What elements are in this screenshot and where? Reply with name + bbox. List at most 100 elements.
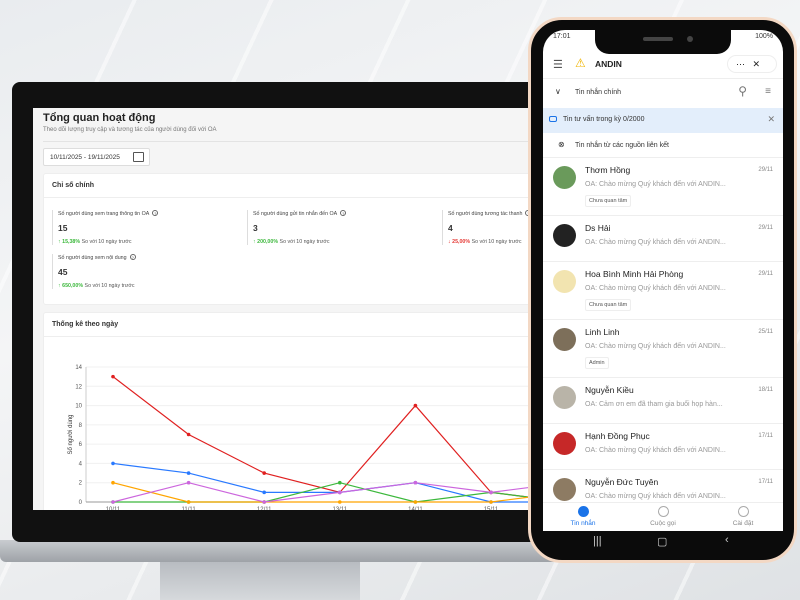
- tab-1[interactable]: Cuộc gọi: [623, 506, 703, 527]
- conversation-item[interactable]: Thơm Hồng 29/11 OA: Chào mừng Quý khách …: [543, 158, 783, 216]
- y-tick-label: 14: [75, 365, 82, 371]
- tab-0[interactable]: Tin nhắn: [543, 506, 623, 527]
- link-icon: ⊗: [558, 140, 565, 149]
- divider: [43, 141, 552, 142]
- contact-name: Nguyễn Kiều: [585, 385, 634, 395]
- data-point: [413, 403, 418, 408]
- chat-bubble-icon: [577, 506, 589, 517]
- metric-card: Số người dùng xem trang thông tin OA? 15…: [52, 210, 242, 245]
- metric-value: 45: [58, 267, 68, 277]
- app-name: ANDIN: [595, 59, 622, 69]
- menu-icon[interactable]: ☰: [553, 59, 563, 71]
- dashboard-screen: Tổng quan hoạt động Theo dõi lượng truy …: [33, 108, 552, 510]
- data-point: [186, 480, 191, 485]
- filter-icon[interactable]: ≡: [765, 86, 771, 97]
- metric-value: 15: [58, 223, 68, 233]
- contact-name: Hoa Bình Minh Hải Phòng: [585, 269, 684, 279]
- home-button[interactable]: ▢: [657, 536, 668, 548]
- message-time: 25/11: [758, 329, 773, 335]
- data-point: [413, 480, 418, 485]
- y-tick-label: 6: [79, 442, 83, 448]
- data-point: [489, 490, 493, 495]
- data-point: [111, 374, 115, 379]
- x-tick-label: 12/11: [257, 507, 272, 510]
- arrow-up-icon: ↑: [253, 239, 258, 245]
- arrow-up-icon: ↑: [58, 239, 63, 245]
- y-tick-label: 0: [79, 500, 83, 506]
- metric-card: Số người dùng xem nội dung? 45 ↑ 650,00%…: [52, 254, 242, 289]
- conversation-item[interactable]: Linh Linh 25/11 OA: Chào mừng Quý khách …: [543, 320, 783, 378]
- date-range-picker[interactable]: 10/11/2025 - 19/11/2025: [43, 148, 150, 166]
- recent-apps-button[interactable]: |||: [593, 535, 602, 547]
- data-point: [111, 461, 115, 466]
- contact-name: Ds Hải: [585, 223, 611, 233]
- logo-icon: ⚠: [575, 56, 586, 70]
- back-button[interactable]: ‹: [725, 534, 729, 546]
- chat-icon: [549, 116, 557, 122]
- conversation-item[interactable]: Hạnh Đồng Phục 17/11 OA: Chào mừng Quý k…: [543, 424, 783, 470]
- x-tick-label: 14/11: [408, 507, 423, 510]
- help-icon[interactable]: ?: [340, 210, 347, 216]
- daily-stats-title: Thống kê theo ngày: [44, 313, 551, 337]
- metric-value: 4: [448, 223, 453, 233]
- help-icon[interactable]: ?: [152, 210, 159, 216]
- folder-selector[interactable]: ∨ Tin nhắn chính ⚲ ≡: [543, 80, 783, 108]
- search-icon[interactable]: ⚲: [738, 84, 747, 98]
- conversation-item[interactable]: Ds Hải 29/11 OA: Chào mừng Quý khách đến…: [543, 216, 783, 262]
- data-point: [111, 500, 115, 504]
- x-tick-label: 10/11: [106, 507, 121, 510]
- metric-compare: So với 10 ngày trước: [84, 283, 135, 289]
- linked-sources-row[interactable]: ⊗ Tin nhắn từ các nguồn liên kết: [543, 133, 783, 158]
- settings-icon: [737, 506, 749, 517]
- y-tick-label: 12: [75, 384, 82, 390]
- more-close-capsule[interactable]: ⋯ ✕: [727, 55, 777, 73]
- chevron-down-icon[interactable]: ∨: [555, 87, 561, 96]
- metric-compare: So với 10 ngày trước: [81, 239, 132, 245]
- x-tick-label: 15/11: [484, 507, 499, 510]
- metric-change: 15,38%: [62, 239, 81, 245]
- y-tick-label: 4: [79, 461, 83, 467]
- message-preview: OA: Chào mừng Quý khách đến với ANDIN...: [585, 493, 726, 500]
- contact-tag[interactable]: Chưa quan tâm: [585, 299, 632, 311]
- message-time: 18/11: [758, 387, 773, 393]
- date-range-value: 10/11/2025 - 19/11/2025: [50, 154, 120, 161]
- metric-change: 200,00%: [257, 239, 279, 245]
- message-preview: OA: Chào mừng Quý khách đến với ANDIN...: [585, 285, 726, 292]
- contact-tag[interactable]: Chưa quan tâm: [585, 195, 632, 207]
- metric-label: Số người dùng xem trang thông tin OA: [58, 211, 150, 217]
- camera-notch: [595, 30, 731, 54]
- data-point: [111, 480, 115, 485]
- contact-name: Linh Linh: [585, 327, 620, 337]
- message-preview: OA: Chào mừng Quý khách đến với ANDIN...: [585, 181, 726, 188]
- data-point: [186, 432, 191, 437]
- tab-2[interactable]: Cài đặt: [703, 506, 783, 527]
- x-tick-label: 13/11: [333, 507, 348, 510]
- metric-compare: So với 10 ngày trước: [471, 239, 522, 245]
- tab-label: Cài đặt: [732, 520, 754, 527]
- contact-tag[interactable]: Admin: [585, 357, 609, 369]
- conversation-item[interactable]: Nguyễn Kiều 18/11 OA: Cảm ơn em đã tham …: [543, 378, 783, 424]
- message-time: 17/11: [758, 479, 773, 485]
- message-time: 17/11: [758, 433, 773, 439]
- close-icon[interactable]: ✕: [767, 114, 775, 124]
- data-point: [489, 500, 493, 504]
- calendar-icon[interactable]: [133, 152, 144, 162]
- data-point: [338, 490, 342, 495]
- help-icon[interactable]: ?: [129, 254, 136, 260]
- conversation-item[interactable]: Hoa Bình Minh Hải Phòng 29/11 OA: Chào m…: [543, 262, 783, 320]
- phone: 17:01 100% ☰ ⚠ ANDIN ⋯ ✕ ∨ Tin nhắn chín…: [528, 17, 797, 563]
- folder-label: Tin nhắn chính: [575, 89, 622, 96]
- linked-sources-label: Tin nhắn từ các nguồn liên kết: [575, 142, 669, 149]
- metric-label: Số người dùng xem nội dung: [58, 255, 127, 261]
- data-point: [413, 500, 418, 504]
- message-preview: OA: Chào mừng Quý khách đến với ANDIN...: [585, 343, 726, 350]
- message-preview: OA: Cảm ơn em đã tham gia buổi họp hàn..…: [585, 401, 723, 408]
- quota-banner: Tin tư vấn trong kỳ 0/2000 ✕: [543, 108, 783, 133]
- metric-compare: So với 10 ngày trước: [279, 239, 330, 245]
- message-time: 29/11: [758, 271, 773, 277]
- data-point: [262, 490, 266, 495]
- tab-label: Cuộc gọi: [650, 520, 676, 527]
- message-time: 29/11: [758, 167, 773, 173]
- data-point: [186, 471, 191, 475]
- arrow-down-icon: ↓: [448, 239, 453, 245]
